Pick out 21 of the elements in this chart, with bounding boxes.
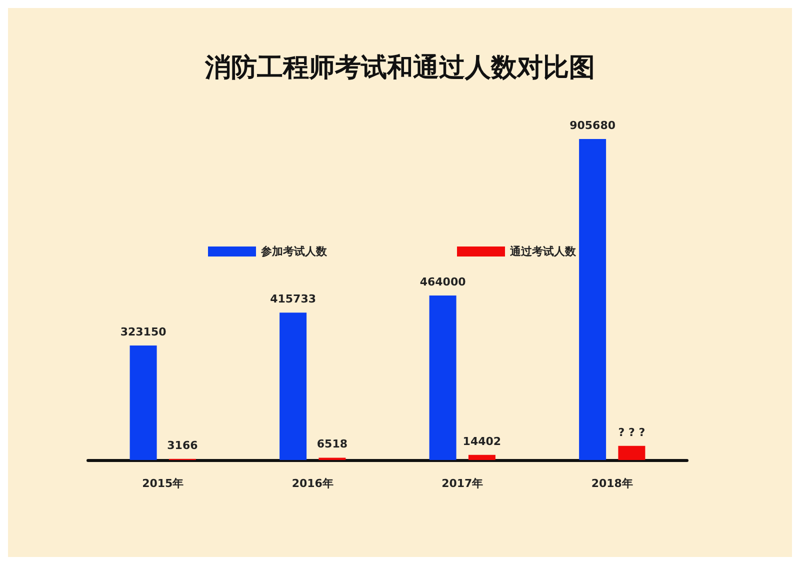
data-label: 905680 xyxy=(570,119,616,132)
x-tick-label: 2015年 xyxy=(142,477,184,490)
data-label: 464000 xyxy=(420,276,466,289)
x-tick-label: 2017年 xyxy=(442,477,484,490)
chart-title: 消防工程师考试和通过人数对比图 xyxy=(204,53,595,83)
bar xyxy=(429,296,456,460)
data-label: 323150 xyxy=(120,325,167,338)
data-label: ? ? ? xyxy=(618,426,646,439)
legend-label: 通过考试人数 xyxy=(509,245,577,258)
bar xyxy=(130,345,157,460)
data-label: 415733 xyxy=(270,292,316,306)
bar xyxy=(280,312,307,460)
data-label: 14402 xyxy=(462,434,502,448)
data-label: 3166 xyxy=(167,438,198,452)
bar xyxy=(468,454,496,460)
data-label: 6518 xyxy=(316,438,348,451)
bar xyxy=(618,446,646,460)
bar xyxy=(579,139,606,460)
x-tick-label: 2018年 xyxy=(591,477,633,490)
x-tick-label: 2016年 xyxy=(292,477,334,490)
legend-label: 参加考试人数 xyxy=(260,245,328,258)
